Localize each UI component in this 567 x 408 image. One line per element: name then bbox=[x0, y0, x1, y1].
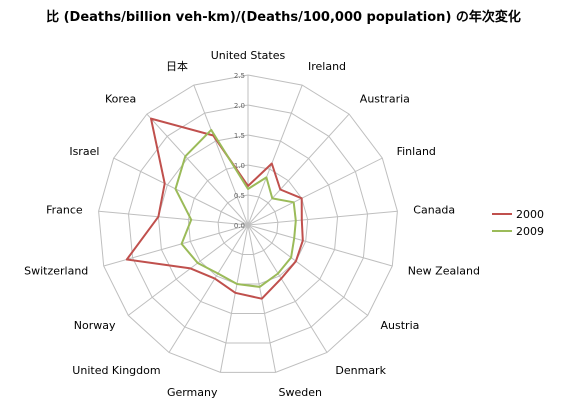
grid-spoke bbox=[98, 210, 249, 226]
category-label: Korea bbox=[105, 92, 136, 105]
grid-ring bbox=[98, 74, 398, 373]
chart-title: 比 (Deaths/billion veh-km)/(Deaths/100,00… bbox=[46, 10, 521, 25]
category-label: Ireland bbox=[308, 60, 346, 73]
category-label: 日本 bbox=[166, 59, 188, 73]
radar-grid bbox=[98, 74, 398, 373]
grid-ring bbox=[127, 104, 369, 344]
grid-spoke bbox=[247, 113, 350, 226]
radar-series bbox=[125, 117, 304, 300]
tick-label: 2.0 bbox=[234, 102, 245, 110]
grid-spoke bbox=[193, 84, 249, 226]
category-label: Denmark bbox=[335, 364, 386, 377]
category-label: United Kingdom bbox=[72, 364, 160, 377]
category-label: Norway bbox=[74, 319, 116, 332]
radar-tick-labels: 0.0 0.5 1.0 1.5 2.0 2.5 bbox=[234, 72, 245, 230]
grid-spoke bbox=[219, 224, 249, 373]
grid-ring bbox=[157, 134, 339, 314]
grid-ring bbox=[217, 194, 279, 255]
grid-spoke bbox=[146, 113, 249, 226]
tick-label: 1.5 bbox=[234, 132, 245, 140]
series-line-2000 bbox=[125, 117, 304, 300]
tick-label: 0.5 bbox=[234, 192, 245, 200]
category-label: United States bbox=[211, 49, 286, 62]
grid-spoke bbox=[247, 224, 328, 353]
category-label: New Zealand bbox=[408, 264, 480, 277]
tick-label: 1.0 bbox=[234, 162, 245, 170]
grid-ring bbox=[187, 164, 309, 285]
category-label: Austria bbox=[381, 319, 420, 332]
category-label: Switzerland bbox=[24, 264, 88, 277]
grid-spoke bbox=[168, 224, 249, 353]
category-label: Canada bbox=[413, 204, 455, 217]
legend-label-2000: 2000 bbox=[516, 208, 544, 221]
category-label: Finland bbox=[397, 145, 436, 158]
radar-category-labels: United States Ireland Austraria Finland Cana… bbox=[24, 49, 480, 399]
series-line-2009 bbox=[174, 128, 297, 288]
tick-label: 2.5 bbox=[234, 72, 245, 80]
grid-spoke bbox=[247, 224, 393, 267]
grid-spoke bbox=[113, 157, 249, 226]
grid-spoke bbox=[247, 84, 303, 226]
category-label: Sweden bbox=[279, 386, 322, 399]
tick-label: 0.0 bbox=[234, 222, 245, 230]
legend: 2000 2009 bbox=[492, 208, 544, 238]
category-label: Israel bbox=[69, 145, 99, 158]
grid-spoke bbox=[247, 157, 383, 226]
category-label: Germany bbox=[167, 386, 218, 399]
grid-spoke bbox=[247, 224, 369, 316]
category-label: Austraria bbox=[360, 92, 410, 105]
grid-spoke bbox=[127, 224, 249, 316]
legend-label-2009: 2009 bbox=[516, 225, 544, 238]
grid-spoke bbox=[247, 210, 398, 226]
category-label: France bbox=[46, 204, 83, 217]
